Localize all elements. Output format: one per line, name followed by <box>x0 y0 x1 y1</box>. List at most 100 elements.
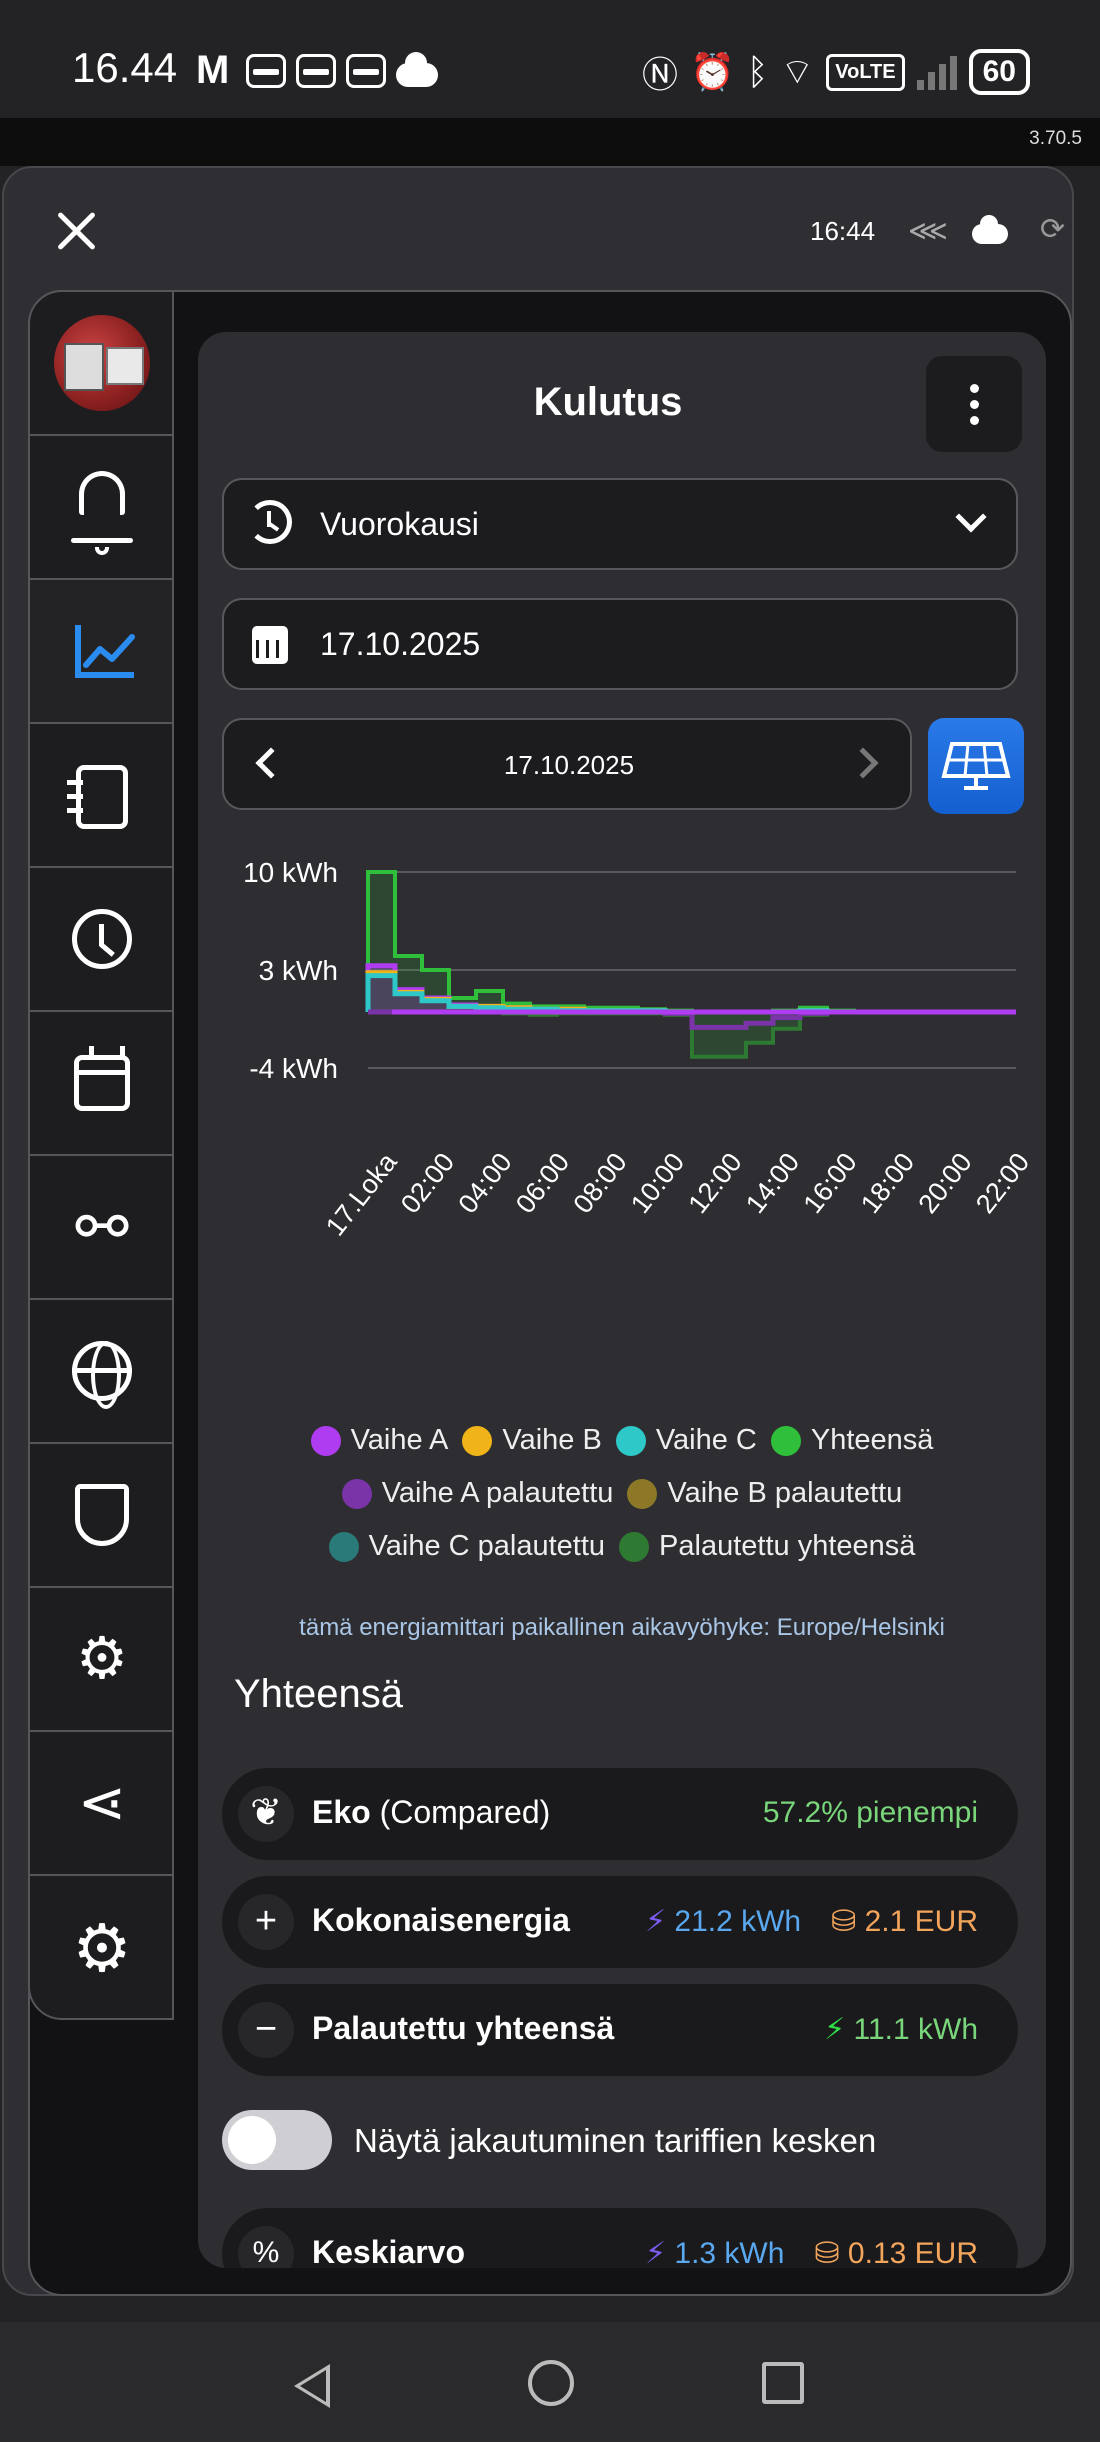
signal-icon <box>916 54 957 90</box>
notification-card-icon <box>296 53 336 88</box>
nav-settings[interactable]: ⚙ <box>30 1876 172 2018</box>
legend-swatch <box>627 1478 658 1509</box>
legend-item[interactable]: Vaihe B <box>462 1424 602 1457</box>
date-field[interactable]: 17.10.2025 <box>222 598 1018 690</box>
legend-label: Palautettu yhteensä <box>659 1530 916 1562</box>
average-row[interactable]: % Keskiarvo ⚡ 1.3 kWh ⛁ 0.13 EUR <box>222 2208 1018 2268</box>
side-navigation: ⚯ ⚙ ⋖ ⚙ <box>28 290 174 2020</box>
plus-icon: + <box>238 1894 294 1950</box>
refresh-icon[interactable]: ⟳ <box>1040 213 1066 246</box>
legend-swatch <box>328 1531 359 1562</box>
legend-item[interactable]: Vaihe A <box>310 1424 448 1457</box>
date-navigator: 17.10.2025 <box>222 718 912 810</box>
history-icon <box>248 500 292 544</box>
nav-log[interactable] <box>30 724 172 868</box>
consumption-card: Kulutus Vuorokausi 17.10.2025 17.10.2025… <box>198 332 1046 2268</box>
nav-security[interactable] <box>30 1444 172 1588</box>
globe-icon <box>72 1341 132 1409</box>
nav-advanced-settings[interactable]: ⚙ <box>30 1588 172 1732</box>
status-time: 16.44 <box>72 44 178 91</box>
total-energy-row[interactable]: + Kokonaisenergia ⚡ 21.2 kWh ⛁ 2.1 EUR <box>222 1876 1018 1968</box>
calendar-icon <box>252 626 288 664</box>
alarm-icon: ⏰ <box>689 51 735 92</box>
legend-label: Vaihe B palautettu <box>667 1477 903 1509</box>
total-cost-value: 2.1 EUR <box>864 1905 978 1938</box>
summary-title: Yhteensä <box>234 1672 404 1716</box>
date-navigator-label: 17.10.2025 <box>503 750 635 780</box>
back-icon[interactable] <box>294 2364 330 2408</box>
bolt-icon: ⚡ <box>824 2013 846 2046</box>
avatar <box>54 315 150 411</box>
legend-swatch <box>619 1531 650 1562</box>
eko-row[interactable]: ❦ Eko (Compared) 57.2% pienempi <box>222 1768 1018 1860</box>
bluetooth-icon: ᛒ <box>746 51 769 92</box>
consumption-chart: 10 kWh 3 kWh -4 kWh 17.Loka02:0004:0006:000… <box>243 857 1035 1241</box>
nav-consumption[interactable] <box>30 580 172 724</box>
chart-line-icon <box>72 621 135 681</box>
recent-apps-icon[interactable] <box>762 2362 804 2404</box>
legend-row: Vaihe A palautettu Vaihe B palautettu <box>198 1477 1046 1510</box>
legend-swatch <box>770 1425 801 1456</box>
cloud-icon[interactable] <box>972 215 1008 244</box>
nav-network[interactable] <box>30 1300 172 1444</box>
status-bar: 16.44 M Ⓝ ⏰ ᛒ ⌔ VoLTE 60 <box>0 0 1100 118</box>
share-icon[interactable]: ⋘ <box>908 215 948 246</box>
returned-total-row[interactable]: − Palautettu yhteensä ⚡ 11.1 kWh <box>222 1984 1018 2076</box>
background-strip <box>0 118 1100 166</box>
calendar-icon <box>74 1046 130 1111</box>
nav-notifications[interactable] <box>30 436 172 580</box>
total-energy-label: Kokonaisenergia <box>312 1902 570 1938</box>
eko-value: 57.2% pienempi <box>762 1796 978 1829</box>
average-cost-value: 0.13 EUR <box>847 2237 978 2268</box>
minus-icon: − <box>238 2002 294 2058</box>
series-0 <box>366 870 1016 1014</box>
more-menu-button[interactable] <box>926 356 1022 452</box>
bell-icon <box>71 471 133 555</box>
system-navigation-bar <box>0 2322 1100 2442</box>
percent-icon: % <box>238 2226 294 2268</box>
bolt-icon: ⚡ <box>644 2237 667 2268</box>
notification-card-icon <box>246 53 286 88</box>
date-field-value: 17.10.2025 <box>320 626 481 662</box>
eko-label: Eko (Compared) <box>312 1794 551 1830</box>
x-tick-label: 06:00 <box>510 1147 575 1219</box>
x-tick-label: 04:00 <box>452 1147 517 1219</box>
link-icon: ⚯ <box>75 1191 129 1263</box>
clock-icon <box>72 909 132 969</box>
legend-item[interactable]: Vaihe B palautettu <box>627 1477 902 1510</box>
tariff-breakdown-toggle[interactable] <box>222 2110 332 2170</box>
legend-item[interactable]: Vaihe C <box>615 1424 757 1457</box>
average-label: Keskiarvo <box>312 2234 465 2268</box>
legend-item[interactable]: Palautettu yhteensä <box>619 1530 915 1563</box>
period-select[interactable]: Vuorokausi <box>222 478 1018 570</box>
gmail-icon: M <box>196 48 230 92</box>
notification-card-icon <box>346 53 386 88</box>
y-tick-label: 3 kWh <box>259 955 338 986</box>
dialog-time: 16:44 <box>810 216 876 246</box>
legend-item[interactable]: Vaihe C palautettu <box>328 1530 605 1563</box>
nav-links[interactable]: ⚯ <box>30 1156 172 1300</box>
shield-icon <box>75 1484 129 1546</box>
gear-icon: ⚙ <box>72 1911 132 1985</box>
legend-swatch <box>615 1425 646 1456</box>
app-version: 3.70.5 <box>1029 128 1082 149</box>
nav-share[interactable]: ⋖ <box>30 1732 172 1876</box>
total-energy-value: 21.2 kWh <box>674 1905 802 1938</box>
solar-panel-button[interactable] <box>928 718 1024 814</box>
average-energy-value: 1.3 kWh <box>674 2237 785 2268</box>
bolt-icon: ⚡ <box>644 1905 667 1938</box>
legend-item[interactable]: Vaihe A palautettu <box>341 1477 613 1510</box>
legend-item[interactable]: Yhteensä <box>770 1424 934 1457</box>
period-select-value: Vuorokausi <box>320 506 479 542</box>
home-icon[interactable] <box>528 2360 574 2406</box>
nav-avatar[interactable] <box>30 292 172 436</box>
legend-swatch <box>462 1425 493 1456</box>
nav-schedules[interactable] <box>30 868 172 1012</box>
nav-calendar[interactable] <box>30 1012 172 1156</box>
x-tick-label: 22:00 <box>970 1147 1035 1219</box>
close-icon[interactable] <box>52 206 102 256</box>
timezone-note: tämä energiamittari paikallinen aikavyöh… <box>299 1614 945 1641</box>
page-title: Kulutus <box>533 380 683 424</box>
legend-label: Yhteensä <box>810 1424 934 1456</box>
x-tick-label: 02:00 <box>395 1147 460 1219</box>
